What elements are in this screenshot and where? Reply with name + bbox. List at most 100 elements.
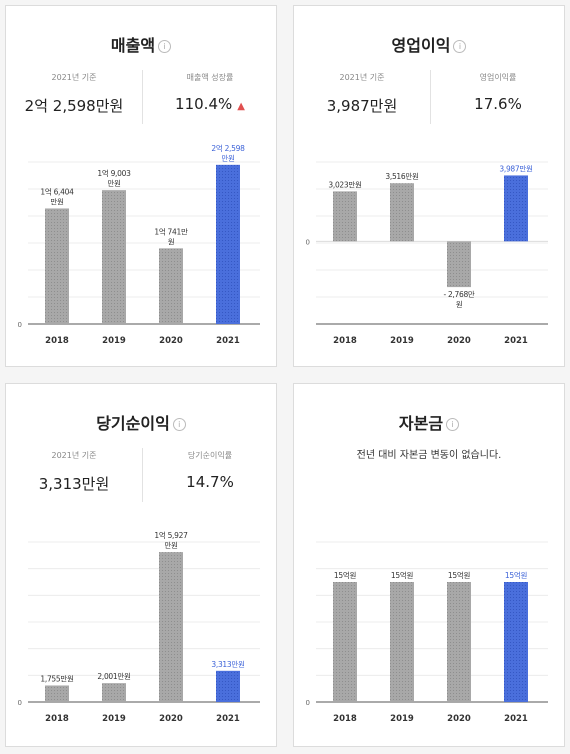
x-tick-label: 2019 <box>102 336 126 346</box>
bar-2018 <box>333 191 357 242</box>
revenue-base-label: 2021년 기준 <box>51 73 97 82</box>
operating-card: 영업이익 i 2021년 기준 3,987만원 영업이익률 17.6% 0 3,02… <box>293 5 565 367</box>
operating-base-value: 3,987만원 <box>326 97 398 115</box>
net-base-value: 3,313만원 <box>38 475 110 493</box>
bar-2019 <box>102 683 126 702</box>
net-margin-value: 14.7% <box>186 473 234 491</box>
data-label: 3,987만원 <box>499 164 533 173</box>
data-label: 1억 5,927 <box>154 531 188 540</box>
operating-margin-label: 영업이익률 <box>479 73 517 82</box>
data-label: 만원 <box>221 154 235 163</box>
bar-2018 <box>333 582 357 702</box>
revenue-growth-value-row: 110.4% ▲ <box>142 95 278 113</box>
revenue-growth-label: 매출액 성장률 <box>186 73 234 82</box>
capital-chart: 0 15억원 2018 15억원 2019 15억원 2020 15억원 2021 <box>306 541 548 724</box>
operating-title-text: 영업이익 <box>391 36 451 55</box>
data-label: 1억 741만 <box>154 227 188 236</box>
x-tick-label: 2020 <box>159 714 183 724</box>
x-tick-label: 2019 <box>390 714 414 724</box>
capital-message: 전년 대비 자본금 변동이 없습니다. <box>356 450 502 461</box>
x-tick-label: 2020 <box>447 336 471 346</box>
data-label: - 2,768만 <box>443 290 474 299</box>
data-label: 1억 9,003 <box>97 169 131 178</box>
stat-divider <box>142 448 143 502</box>
operating-margin-value: 17.6% <box>474 95 522 113</box>
net-title: 당기순이익 i <box>6 410 276 434</box>
bar-2018 <box>45 208 69 324</box>
info-icon[interactable]: i <box>453 40 467 53</box>
bar-2020 <box>159 248 183 324</box>
bar-2019 <box>390 582 414 702</box>
data-label: 15억원 <box>334 571 357 580</box>
bar-2021 <box>504 582 528 702</box>
x-tick-label: 2021 <box>504 714 528 724</box>
zero-tick-label: 0 <box>18 699 22 707</box>
operating-margin-stat: 영업이익률 17.6% <box>430 72 566 113</box>
revenue-growth-value: 110.4% <box>175 95 233 113</box>
capital-title-text: 자본금 <box>398 414 444 433</box>
data-label: 원 <box>168 237 175 246</box>
x-tick-label: 2018 <box>333 336 357 346</box>
revenue-growth-stat: 매출액 성장률 110.4% ▲ <box>142 72 278 113</box>
data-label: 3,516만원 <box>385 172 419 181</box>
net-margin-label: 당기순이익률 <box>187 451 233 460</box>
data-label: 1억 6,404 <box>40 187 74 196</box>
info-icon[interactable]: i <box>446 418 460 431</box>
triangle-up-icon: ▲ <box>237 101 245 112</box>
stat-divider <box>142 70 143 124</box>
data-label: 2억 2,598 <box>211 144 245 153</box>
bar-2018 <box>45 685 69 702</box>
revenue-base-stat: 2021년 기준 2억 2,598만원 <box>6 72 142 116</box>
data-label: 3,313만원 <box>211 660 245 669</box>
bar-2019 <box>102 190 126 324</box>
operating-base-label: 2021년 기준 <box>339 73 385 82</box>
data-label: 원 <box>456 300 463 309</box>
x-tick-label: 2021 <box>504 336 528 346</box>
zero-tick-label: 0 <box>306 699 310 707</box>
bar-2020 <box>447 582 471 702</box>
data-label: 만원 <box>50 197 64 206</box>
revenue-title-text: 매출액 <box>110 36 156 55</box>
net-base-stat: 2021년 기준 3,313만원 <box>6 450 142 494</box>
operating-title: 영업이익 i <box>294 32 564 56</box>
bar-2019 <box>390 183 414 242</box>
stat-divider <box>430 70 431 124</box>
capital-card: 자본금 i 전년 대비 자본금 변동이 없습니다. 0 15억원 2018 15억원 20… <box>293 383 565 747</box>
capital-title: 자본금 i <box>294 410 564 434</box>
net-margin-stat: 당기순이익률 14.7% <box>142 450 278 491</box>
info-icon[interactable]: i <box>158 40 172 53</box>
bar-2020 <box>447 241 471 288</box>
data-label: 15억원 <box>448 571 471 580</box>
info-icon[interactable]: i <box>172 418 186 431</box>
x-tick-label: 2020 <box>447 714 471 724</box>
x-tick-label: 2018 <box>45 714 69 724</box>
revenue-base-value: 2억 2,598만원 <box>24 97 124 115</box>
bar-2021 <box>216 164 240 324</box>
data-label: 15억원 <box>505 571 528 580</box>
zero-tick-label: 0 <box>18 321 22 329</box>
data-label: 만원 <box>107 179 121 188</box>
revenue-card: 매출액 i 2021년 기준 2억 2,598만원 매출액 성장률 110.4% ▲… <box>5 5 277 367</box>
data-label: 1,755만원 <box>40 674 74 683</box>
x-tick-label: 2019 <box>390 336 414 346</box>
data-label: 만원 <box>164 541 178 550</box>
x-tick-label: 2019 <box>102 714 126 724</box>
data-label: 2,001만원 <box>97 672 131 681</box>
operating-base-stat: 2021년 기준 3,987만원 <box>294 72 430 116</box>
data-label: 15억원 <box>391 571 414 580</box>
bar-2020 <box>159 552 183 702</box>
revenue-title: 매출액 i <box>6 32 276 56</box>
bar-2021 <box>504 175 528 242</box>
net-income-card: 당기순이익 i 2021년 기준 3,313만원 당기순이익률 14.7% 0 1,… <box>5 383 277 747</box>
x-tick-label: 2021 <box>216 336 240 346</box>
x-tick-label: 2020 <box>159 336 183 346</box>
zero-tick-label: 0 <box>306 238 310 246</box>
x-tick-label: 2018 <box>45 336 69 346</box>
data-label: 3,023만원 <box>328 180 362 189</box>
x-tick-label: 2018 <box>333 714 357 724</box>
net-base-label: 2021년 기준 <box>51 451 97 460</box>
net-title-text: 당기순이익 <box>96 414 170 433</box>
